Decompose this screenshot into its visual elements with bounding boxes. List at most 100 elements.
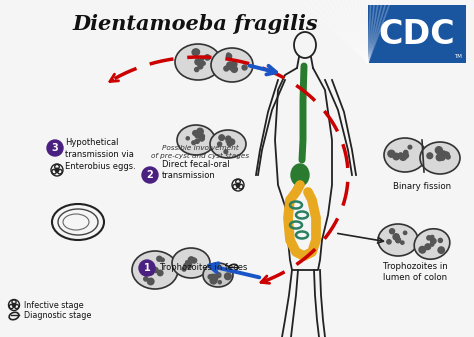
Circle shape: [210, 277, 217, 284]
Circle shape: [205, 55, 210, 60]
Circle shape: [436, 154, 443, 161]
Circle shape: [393, 234, 399, 240]
Circle shape: [399, 153, 403, 157]
Ellipse shape: [172, 248, 210, 278]
Circle shape: [193, 49, 200, 55]
Circle shape: [147, 265, 151, 269]
Text: Hypothetical
transmission via
Enterobius eggs.: Hypothetical transmission via Enterobius…: [65, 138, 136, 171]
FancyBboxPatch shape: [368, 5, 466, 63]
Circle shape: [228, 142, 232, 146]
Circle shape: [440, 151, 447, 158]
Ellipse shape: [384, 138, 426, 172]
Text: 2: 2: [146, 170, 154, 180]
Circle shape: [161, 258, 164, 262]
Circle shape: [216, 273, 221, 278]
Text: Possible involvement
of pre-cyst and cyst stages: Possible involvement of pre-cyst and cys…: [151, 145, 249, 159]
Circle shape: [231, 66, 237, 72]
Circle shape: [430, 243, 434, 246]
Circle shape: [419, 246, 426, 253]
Circle shape: [227, 54, 232, 59]
Text: Infective stage: Infective stage: [24, 301, 83, 309]
Circle shape: [227, 62, 234, 69]
Circle shape: [201, 57, 203, 61]
Circle shape: [425, 244, 431, 250]
Circle shape: [197, 128, 203, 135]
Ellipse shape: [210, 130, 246, 158]
Circle shape: [147, 278, 154, 285]
Circle shape: [12, 303, 16, 307]
Circle shape: [147, 269, 154, 275]
Circle shape: [187, 263, 192, 268]
Circle shape: [229, 139, 235, 145]
Circle shape: [142, 167, 158, 183]
Text: TM: TM: [454, 54, 462, 59]
Circle shape: [435, 147, 442, 154]
Circle shape: [427, 153, 433, 159]
Ellipse shape: [420, 142, 460, 174]
Circle shape: [224, 150, 228, 154]
Circle shape: [189, 258, 193, 263]
Circle shape: [144, 277, 148, 281]
Circle shape: [446, 155, 450, 159]
Text: Dientamoeba fragilis: Dientamoeba fragilis: [72, 14, 318, 34]
Circle shape: [408, 145, 412, 149]
Circle shape: [210, 274, 215, 279]
Circle shape: [188, 257, 194, 263]
Circle shape: [430, 238, 436, 244]
Circle shape: [438, 156, 441, 160]
Circle shape: [157, 270, 163, 276]
Ellipse shape: [378, 224, 418, 256]
Circle shape: [438, 238, 442, 242]
Circle shape: [218, 142, 222, 146]
Circle shape: [198, 64, 203, 69]
Ellipse shape: [132, 251, 178, 289]
Circle shape: [396, 239, 400, 243]
Circle shape: [191, 258, 197, 263]
Circle shape: [438, 247, 445, 253]
Circle shape: [427, 236, 431, 240]
Circle shape: [157, 256, 162, 261]
Circle shape: [444, 152, 449, 158]
Circle shape: [201, 62, 205, 65]
Circle shape: [226, 139, 231, 144]
Ellipse shape: [203, 263, 233, 287]
Circle shape: [195, 139, 199, 144]
Circle shape: [403, 231, 407, 235]
Circle shape: [401, 241, 404, 244]
Circle shape: [231, 61, 237, 67]
Circle shape: [227, 53, 230, 56]
Circle shape: [192, 49, 199, 56]
Circle shape: [212, 276, 218, 281]
Ellipse shape: [175, 44, 221, 80]
Text: 1: 1: [144, 263, 150, 273]
Circle shape: [212, 274, 217, 278]
Circle shape: [390, 229, 394, 234]
Circle shape: [192, 141, 195, 145]
Circle shape: [208, 275, 212, 279]
Circle shape: [225, 273, 231, 280]
Circle shape: [229, 65, 234, 70]
Circle shape: [218, 281, 221, 284]
Circle shape: [47, 140, 63, 156]
Circle shape: [195, 59, 201, 65]
Circle shape: [195, 132, 201, 138]
Circle shape: [182, 267, 186, 271]
Circle shape: [236, 183, 240, 187]
Text: Binary fission: Binary fission: [393, 182, 451, 191]
Circle shape: [226, 136, 231, 141]
Circle shape: [440, 155, 445, 160]
Circle shape: [219, 135, 225, 141]
Circle shape: [403, 153, 409, 158]
Circle shape: [387, 240, 391, 244]
Circle shape: [228, 143, 230, 146]
Circle shape: [199, 136, 204, 141]
Circle shape: [189, 259, 192, 263]
Ellipse shape: [177, 125, 215, 155]
Circle shape: [200, 134, 204, 139]
Circle shape: [153, 268, 158, 273]
Text: CDC: CDC: [379, 18, 456, 51]
Circle shape: [195, 67, 199, 72]
Circle shape: [184, 264, 187, 267]
Circle shape: [400, 154, 406, 160]
Text: Direct fecal-oral
transmission: Direct fecal-oral transmission: [162, 160, 229, 180]
